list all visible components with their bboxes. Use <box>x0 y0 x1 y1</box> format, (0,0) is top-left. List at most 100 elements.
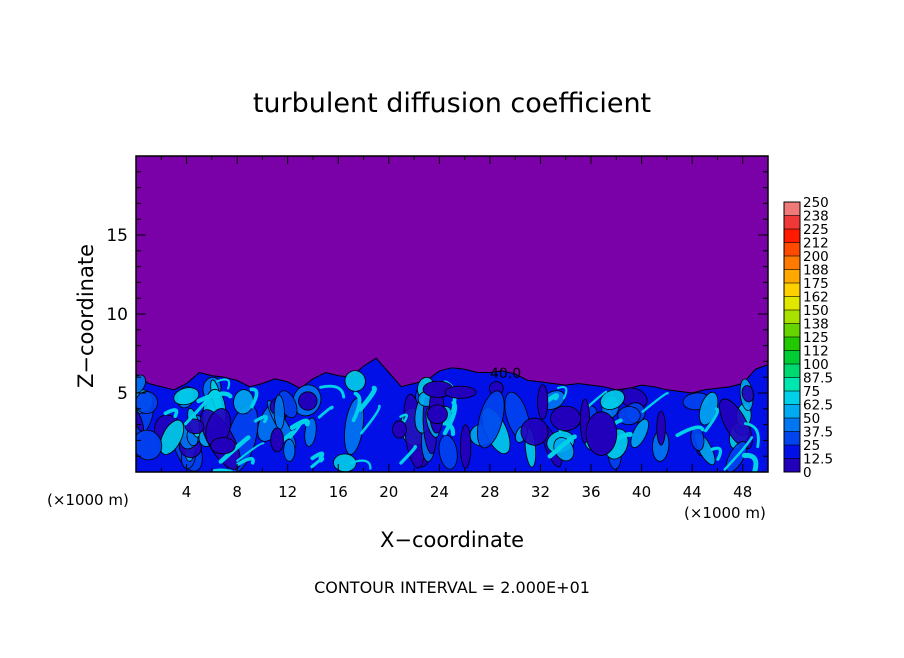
x-tick-label: 8 <box>232 483 242 501</box>
x-tick-label: 32 <box>531 483 550 501</box>
high-diffusion-streak <box>357 385 377 412</box>
high-diffusion-streak <box>249 387 259 409</box>
high-diffusion-streak <box>710 446 723 461</box>
low-diffusion-core <box>444 385 477 399</box>
high-diffusion-streak <box>641 392 669 413</box>
high-diffusion-streak <box>196 391 233 404</box>
colorbar-swatch <box>784 310 800 324</box>
colorbar-swatch <box>784 458 800 472</box>
low-diffusion-core <box>298 391 318 411</box>
colorbar-swatch <box>784 418 800 432</box>
colorbar-label: 37.5 <box>803 425 833 441</box>
turbulence-patch <box>617 406 641 426</box>
x-tick-label: 28 <box>480 483 499 501</box>
x-tick-label: 40 <box>632 483 651 501</box>
colorbar-swatch <box>784 296 800 310</box>
colorbar-label: 250 <box>803 195 829 211</box>
contour-interval-note: CONTOUR INTERVAL = 2.000E+01 <box>314 578 590 597</box>
x-tick-label: 12 <box>278 483 297 501</box>
high-diffusion-streak <box>288 422 302 439</box>
colorbar-label: 150 <box>803 303 829 319</box>
colorbar-label: 212 <box>803 236 829 252</box>
high-diffusion-streak <box>310 451 325 461</box>
colorbar-label: 200 <box>803 249 829 265</box>
turbulence-patch <box>741 385 755 403</box>
turbulence-patch <box>136 374 146 394</box>
field-layer <box>136 156 768 472</box>
x-tick-label: 36 <box>581 483 600 501</box>
colorbar-swatch <box>784 242 800 256</box>
turbulence-patch <box>136 429 163 461</box>
low-diffusion-core <box>585 411 618 456</box>
x-axis-label: X−coordinate <box>380 528 524 552</box>
high-diffusion-streak <box>349 459 372 470</box>
colorbar-swatch <box>784 377 800 391</box>
x-tick-label: 20 <box>379 483 398 501</box>
colorbar-label: 162 <box>803 290 829 306</box>
colorbar: 012.52537.55062.57587.510011212513815016… <box>783 195 833 481</box>
turbulence-patch <box>719 398 753 450</box>
colorbar-label: 25 <box>803 438 820 454</box>
colorbar-label: 175 <box>803 276 829 292</box>
turbulence-patch <box>520 417 549 446</box>
colorbar-swatch <box>784 256 800 270</box>
turbulence-patch <box>344 370 366 392</box>
y-tick-label: 10 <box>106 305 128 325</box>
high-diffusion-streak <box>163 408 179 419</box>
high-diffusion-streak <box>399 445 418 465</box>
high-diffusion-streak <box>359 404 381 435</box>
high-diffusion-streak <box>236 442 265 462</box>
colorbar-frame <box>783 201 801 473</box>
low-diffusion-core <box>550 405 581 432</box>
x-unit-right: (×1000 m) <box>684 504 766 522</box>
x-unit-left: (×1000 m) <box>47 491 129 509</box>
colorbar-label: 87.5 <box>803 371 833 387</box>
high-diffusion-streak <box>556 386 568 400</box>
colorbar-swatch <box>784 202 800 216</box>
y-tick-label: 15 <box>106 226 128 246</box>
colorbar-label: 0 <box>803 465 812 481</box>
plot-area <box>135 155 769 473</box>
high-diffusion-streak <box>547 434 577 459</box>
colorbar-swatch <box>784 283 800 297</box>
high-diffusion-streak <box>704 407 720 433</box>
turbulence-patch <box>283 438 296 462</box>
colorbar-label: 138 <box>803 317 829 333</box>
x-tick-label: 24 <box>430 483 449 501</box>
high-diffusion-streak <box>317 405 334 419</box>
high-diffusion-streak <box>289 418 310 431</box>
y-tick-label: 5 <box>117 384 128 404</box>
colorbar-label: 12.5 <box>803 452 833 468</box>
high-diffusion-streak <box>741 452 759 472</box>
high-diffusion-streak <box>215 378 231 390</box>
high-diffusion-streak <box>723 436 754 471</box>
high-diffusion-streak <box>399 413 408 425</box>
colorbar-swatch <box>784 215 800 229</box>
colorbar-swatch <box>784 229 800 243</box>
colorbar-swatch <box>784 337 800 351</box>
colorbar-swatch <box>784 445 800 459</box>
low-diffusion-core <box>426 404 448 425</box>
high-diffusion-streak <box>442 400 458 436</box>
x-tick-label: 16 <box>329 483 348 501</box>
colorbar-swatch <box>784 364 800 378</box>
high-diffusion-streak <box>319 384 346 399</box>
high-diffusion-streak <box>236 456 255 466</box>
colorbar-label: 100 <box>803 357 829 373</box>
colorbar-swatch <box>784 391 800 405</box>
colorbar-swatch <box>784 431 800 445</box>
high-diffusion-streak <box>253 414 268 424</box>
contour-label: 40.0 <box>490 366 521 382</box>
low-diffusion-core <box>392 420 407 439</box>
x-tick-label: 44 <box>683 483 702 501</box>
colorbar-label: 62.5 <box>803 398 833 414</box>
high-diffusion-streak <box>212 468 235 472</box>
high-diffusion-streak <box>743 422 760 449</box>
high-diffusion-streak <box>218 435 251 464</box>
low-diffusion-core <box>459 424 472 469</box>
colorbar-label: 75 <box>803 384 820 400</box>
colorbar-label: 50 <box>803 411 820 427</box>
